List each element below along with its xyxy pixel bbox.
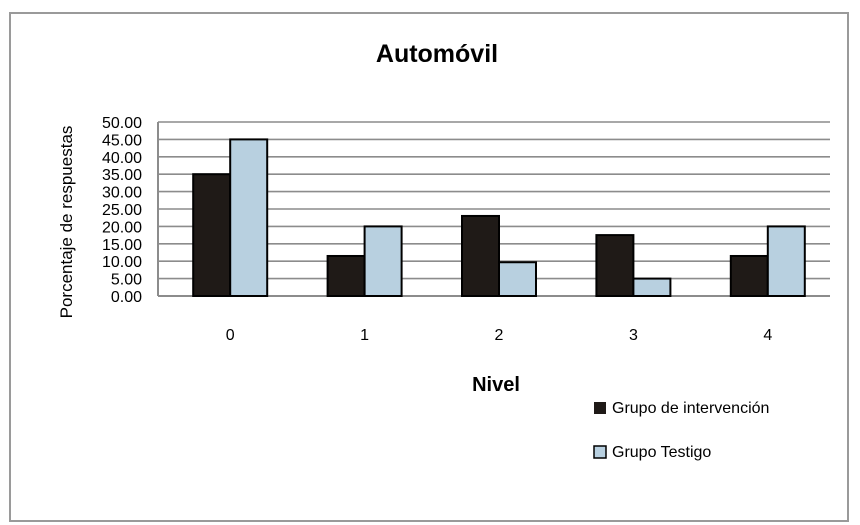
x-tick-label: 1: [360, 327, 369, 344]
bar-series-1-3: [632, 277, 672, 298]
gridlines: [157, 121, 830, 297]
x-tick-labels: 0 1 2 3 4: [226, 327, 773, 344]
y-tick-label: 30.00: [102, 185, 142, 202]
y-tick-label: 15.00: [102, 237, 142, 254]
bar-series-0-1: [326, 254, 366, 297]
x-tick-label: 4: [763, 327, 772, 344]
legend-swatch-testigo: [593, 445, 607, 459]
bar-series-1-2: [498, 261, 537, 297]
bars: [192, 138, 806, 298]
y-tick-label: 40.00: [102, 150, 142, 167]
y-tick-label: 0.00: [111, 289, 142, 306]
x-tick-label: 0: [226, 327, 235, 344]
legend-label-testigo: Grupo Testigo: [612, 444, 711, 461]
bar-series-1-1: [363, 225, 403, 297]
y-tick-label: 5.00: [111, 272, 142, 289]
bar-series-0-3: [595, 234, 635, 298]
y-tick-label: 35.00: [102, 167, 142, 184]
x-axis-label: Nivel: [472, 374, 520, 396]
y-tick-label: 25.00: [102, 202, 142, 219]
bar-series-0-2: [461, 214, 500, 298]
bar-series-0-4: [729, 254, 769, 297]
bar-series-0-0: [192, 173, 232, 297]
legend: Grupo de intervención Grupo Testigo: [593, 400, 769, 461]
legend-swatch-intervencion: [594, 402, 606, 414]
chart-frame: [9, 12, 849, 522]
chart-title: Automóvil: [376, 40, 498, 68]
y-tick-label: 20.00: [102, 219, 142, 236]
y-tick-labels: 0.005.0010.0015.0020.0025.0030.0035.0040…: [102, 115, 142, 306]
x-tick-label: 2: [495, 327, 504, 344]
y-tick-label: 45.00: [102, 132, 142, 149]
y-axis-label: Porcentaje de respuestas: [57, 126, 76, 319]
bar-series-1-0: [229, 138, 269, 297]
bar-series-1-4: [766, 225, 806, 297]
legend-label-intervencion: Grupo de intervención: [612, 400, 769, 417]
x-tick-label: 3: [629, 327, 638, 344]
y-tick-label: 10.00: [102, 254, 142, 271]
y-tick-label: 50.00: [102, 115, 142, 132]
